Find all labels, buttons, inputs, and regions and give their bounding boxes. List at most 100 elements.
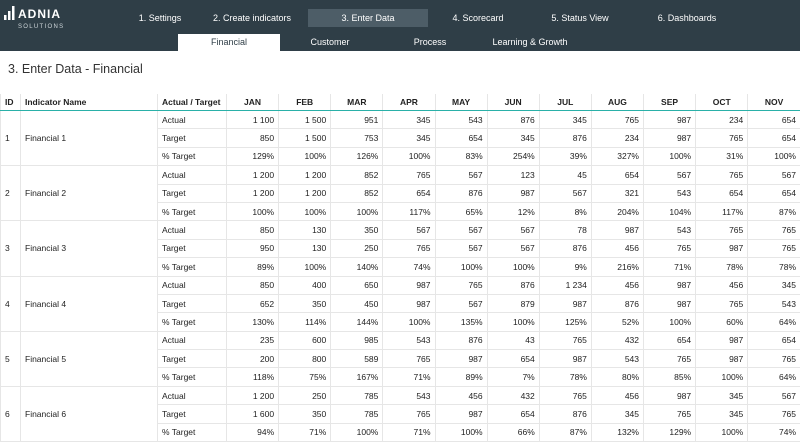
value-cell[interactable]: 104% bbox=[644, 202, 696, 220]
value-cell[interactable]: 100% bbox=[696, 368, 748, 386]
value-cell[interactable]: 78% bbox=[539, 368, 591, 386]
value-cell[interactable]: 456 bbox=[591, 276, 643, 294]
value-cell[interactable]: 85% bbox=[644, 368, 696, 386]
value-cell[interactable]: 1 200 bbox=[227, 184, 279, 202]
value-cell[interactable]: 100% bbox=[435, 423, 487, 441]
value-cell[interactable]: 654 bbox=[748, 184, 800, 202]
value-cell[interactable]: 52% bbox=[591, 313, 643, 331]
value-cell[interactable]: 765 bbox=[644, 350, 696, 368]
value-cell[interactable]: 100% bbox=[331, 423, 383, 441]
value-cell[interactable]: 987 bbox=[487, 184, 539, 202]
value-cell[interactable]: 345 bbox=[696, 386, 748, 404]
value-cell[interactable]: 987 bbox=[644, 386, 696, 404]
value-cell[interactable]: 204% bbox=[591, 202, 643, 220]
value-cell[interactable]: 567 bbox=[748, 386, 800, 404]
value-cell[interactable]: 765 bbox=[383, 350, 435, 368]
value-cell[interactable]: 987 bbox=[539, 294, 591, 312]
value-cell[interactable]: 765 bbox=[539, 331, 591, 349]
value-cell[interactable]: 1 500 bbox=[279, 111, 331, 129]
value-cell[interactable]: 765 bbox=[591, 111, 643, 129]
value-cell[interactable]: 765 bbox=[696, 129, 748, 147]
value-cell[interactable]: 1 200 bbox=[227, 166, 279, 184]
value-cell[interactable]: 345 bbox=[487, 129, 539, 147]
value-cell[interactable]: 567 bbox=[435, 239, 487, 257]
value-cell[interactable]: 876 bbox=[435, 331, 487, 349]
value-cell[interactable]: 118% bbox=[227, 368, 279, 386]
value-cell[interactable]: 654 bbox=[487, 350, 539, 368]
value-cell[interactable]: 456 bbox=[591, 386, 643, 404]
value-cell[interactable]: 71% bbox=[644, 258, 696, 276]
value-cell[interactable]: 100% bbox=[696, 423, 748, 441]
value-cell[interactable]: 144% bbox=[331, 313, 383, 331]
value-cell[interactable]: 234 bbox=[591, 129, 643, 147]
value-cell[interactable]: 876 bbox=[487, 111, 539, 129]
value-cell[interactable]: 100% bbox=[279, 258, 331, 276]
value-cell[interactable]: 117% bbox=[696, 202, 748, 220]
value-cell[interactable]: 852 bbox=[331, 166, 383, 184]
value-cell[interactable]: 250 bbox=[331, 239, 383, 257]
value-cell[interactable]: 74% bbox=[383, 258, 435, 276]
value-cell[interactable]: 600 bbox=[279, 331, 331, 349]
value-cell[interactable]: 65% bbox=[435, 202, 487, 220]
value-cell[interactable]: 130% bbox=[227, 313, 279, 331]
value-cell[interactable]: 140% bbox=[331, 258, 383, 276]
value-cell[interactable]: 876 bbox=[539, 239, 591, 257]
value-cell[interactable]: 987 bbox=[383, 276, 435, 294]
value-cell[interactable]: 100% bbox=[487, 258, 539, 276]
value-cell[interactable]: 654 bbox=[435, 129, 487, 147]
value-cell[interactable]: 66% bbox=[487, 423, 539, 441]
value-cell[interactable]: 567 bbox=[435, 166, 487, 184]
value-cell[interactable]: 1 234 bbox=[539, 276, 591, 294]
value-cell[interactable]: 100% bbox=[279, 202, 331, 220]
value-cell[interactable]: 567 bbox=[487, 221, 539, 239]
nav-item[interactable]: 2. Create indicators bbox=[200, 9, 304, 27]
value-cell[interactable]: 100% bbox=[331, 202, 383, 220]
value-cell[interactable]: 64% bbox=[748, 313, 800, 331]
value-cell[interactable]: 987 bbox=[644, 129, 696, 147]
value-cell[interactable]: 1 100 bbox=[227, 111, 279, 129]
value-cell[interactable]: 765 bbox=[539, 386, 591, 404]
value-cell[interactable]: 71% bbox=[383, 423, 435, 441]
value-cell[interactable]: 1 200 bbox=[227, 386, 279, 404]
value-cell[interactable]: 1 500 bbox=[279, 129, 331, 147]
value-cell[interactable]: 129% bbox=[644, 423, 696, 441]
value-cell[interactable]: 543 bbox=[748, 294, 800, 312]
value-cell[interactable]: 987 bbox=[591, 221, 643, 239]
value-cell[interactable]: 87% bbox=[539, 423, 591, 441]
nav-item[interactable]: 5. Status View bbox=[530, 9, 630, 27]
value-cell[interactable]: 987 bbox=[696, 239, 748, 257]
value-cell[interactable]: 100% bbox=[487, 313, 539, 331]
value-cell[interactable]: 654 bbox=[696, 184, 748, 202]
value-cell[interactable]: 654 bbox=[487, 405, 539, 423]
value-cell[interactable]: 876 bbox=[487, 276, 539, 294]
value-cell[interactable]: 879 bbox=[487, 294, 539, 312]
value-cell[interactable]: 951 bbox=[331, 111, 383, 129]
value-cell[interactable]: 850 bbox=[227, 276, 279, 294]
value-cell[interactable]: 78 bbox=[539, 221, 591, 239]
value-cell[interactable]: 74% bbox=[748, 423, 800, 441]
value-cell[interactable]: 350 bbox=[279, 405, 331, 423]
value-cell[interactable]: 753 bbox=[331, 129, 383, 147]
value-cell[interactable]: 43 bbox=[487, 331, 539, 349]
value-cell[interactable]: 400 bbox=[279, 276, 331, 294]
value-cell[interactable]: 345 bbox=[383, 111, 435, 129]
value-cell[interactable]: 765 bbox=[435, 276, 487, 294]
value-cell[interactable]: 71% bbox=[383, 368, 435, 386]
value-cell[interactable]: 167% bbox=[331, 368, 383, 386]
value-cell[interactable]: 987 bbox=[644, 294, 696, 312]
value-cell[interactable]: 765 bbox=[696, 221, 748, 239]
value-cell[interactable]: 765 bbox=[748, 350, 800, 368]
value-cell[interactable]: 78% bbox=[696, 258, 748, 276]
value-cell[interactable]: 114% bbox=[279, 313, 331, 331]
value-cell[interactable]: 987 bbox=[435, 405, 487, 423]
value-cell[interactable]: 80% bbox=[591, 368, 643, 386]
value-cell[interactable]: 135% bbox=[435, 313, 487, 331]
value-cell[interactable]: 765 bbox=[748, 405, 800, 423]
value-cell[interactable]: 876 bbox=[591, 294, 643, 312]
value-cell[interactable]: 765 bbox=[383, 166, 435, 184]
value-cell[interactable]: 456 bbox=[591, 239, 643, 257]
value-cell[interactable]: 987 bbox=[696, 350, 748, 368]
value-cell[interactable]: 254% bbox=[487, 147, 539, 165]
value-cell[interactable]: 567 bbox=[644, 166, 696, 184]
value-cell[interactable]: 130 bbox=[279, 239, 331, 257]
